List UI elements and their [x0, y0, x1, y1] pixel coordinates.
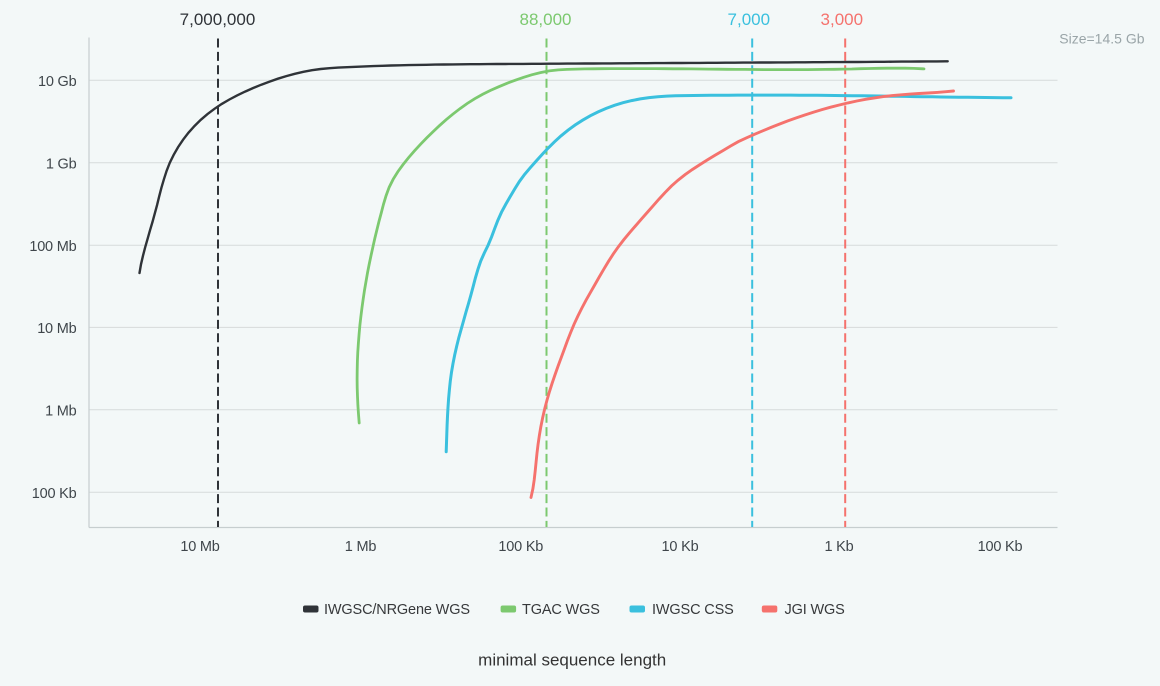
svg-text:100 Kb: 100 Kb [498, 539, 543, 555]
svg-text:100 Kb: 100 Kb [32, 486, 77, 502]
svg-text:1 Mb: 1 Mb [45, 404, 77, 420]
svg-text:IWGSC/NRGene WGS: IWGSC/NRGene WGS [324, 602, 470, 618]
svg-text:Size=14.5 Gb: Size=14.5 Gb [1059, 31, 1144, 47]
svg-text:7,000: 7,000 [728, 10, 771, 29]
svg-text:minimal sequence length: minimal sequence length [478, 651, 666, 670]
svg-text:100 Mb: 100 Mb [29, 239, 76, 255]
svg-text:100 Kb: 100 Kb [978, 539, 1023, 555]
svg-text:IWGSC CSS: IWGSC CSS [652, 602, 734, 618]
svg-text:88,000: 88,000 [520, 10, 572, 29]
svg-text:10 Mb: 10 Mb [37, 321, 76, 337]
svg-text:10 Mb: 10 Mb [180, 539, 219, 555]
svg-text:3,000: 3,000 [821, 10, 864, 29]
svg-text:TGAC WGS: TGAC WGS [522, 602, 600, 618]
svg-text:JGI WGS: JGI WGS [785, 602, 845, 618]
svg-text:1 Mb: 1 Mb [345, 539, 377, 555]
svg-text:1 Kb: 1 Kb [824, 539, 853, 555]
svg-text:7,000,000: 7,000,000 [180, 10, 256, 29]
svg-text:10 Kb: 10 Kb [662, 539, 699, 555]
svg-text:10 Gb: 10 Gb [38, 74, 77, 90]
svg-text:1 Gb: 1 Gb [46, 156, 77, 172]
